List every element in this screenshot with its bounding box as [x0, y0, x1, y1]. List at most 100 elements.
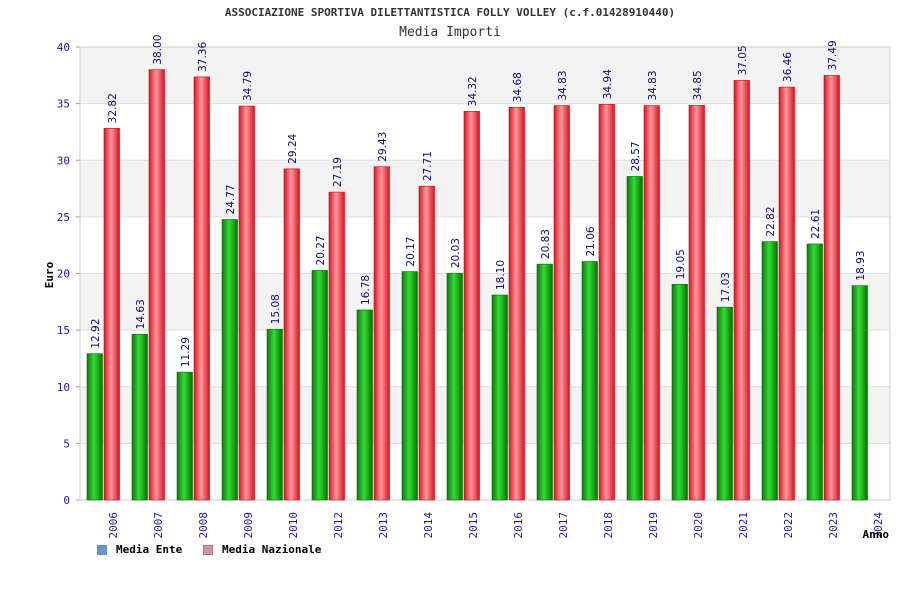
legend-label: Media Nazionale: [222, 543, 322, 556]
grid-band: [80, 160, 890, 217]
data-label: 20.83: [540, 229, 552, 259]
x-tick-label: 2024: [872, 512, 885, 539]
data-label: 36.46: [782, 52, 794, 82]
y-axis-label: Euro: [43, 261, 56, 288]
y-tick-label: 40: [57, 41, 70, 54]
legend-swatch-icon: [97, 544, 107, 555]
bar-media-nazionale: [643, 105, 660, 501]
data-label: 16.78: [360, 275, 372, 305]
bar-media-ente: [311, 270, 328, 501]
bar-media-nazionale: [553, 105, 570, 501]
x-tick-label: 2017: [557, 512, 570, 539]
data-label: 18.93: [855, 251, 867, 281]
bar-media-nazionale: [733, 80, 750, 501]
bar-media-nazionale: [193, 76, 210, 501]
bar-media-ente: [446, 272, 463, 501]
data-label: 14.63: [135, 299, 147, 329]
data-label: 21.06: [585, 226, 597, 256]
data-label: 32.82: [107, 93, 119, 123]
x-tick-label: 2009: [242, 512, 255, 539]
bar-media-nazionale: [688, 105, 705, 501]
bar-media-ente: [401, 271, 418, 501]
grid-band: [80, 103, 890, 161]
bar-media-nazionale: [328, 191, 345, 501]
bar-media-nazionale: [778, 86, 795, 501]
grid-band: [80, 216, 890, 274]
chart-subtitle: Media Importi: [399, 25, 501, 40]
data-label: 27.71: [422, 151, 434, 181]
x-axis-label: Anno: [863, 528, 890, 541]
data-label: 34.94: [602, 69, 614, 99]
data-label: 29.24: [287, 133, 299, 163]
data-label: 37.05: [737, 45, 749, 75]
bar-media-nazionale: [823, 75, 840, 501]
legend-label: Media Ente: [116, 543, 183, 556]
x-tick-label: 2019: [647, 512, 660, 539]
x-tick-label: 2014: [422, 512, 435, 539]
bar-media-nazionale: [103, 128, 120, 501]
data-label: 11.29: [180, 337, 192, 367]
bar-media-nazionale: [598, 104, 615, 501]
bar-media-nazionale: [418, 185, 435, 501]
data-label: 34.32: [467, 76, 479, 106]
data-label: 20.17: [405, 237, 417, 267]
data-label: 27.19: [332, 157, 344, 187]
data-label: 34.83: [557, 70, 569, 100]
data-label: 15.08: [270, 294, 282, 324]
grid-band: [80, 443, 890, 500]
data-label: 22.82: [765, 207, 777, 237]
bar-media-ente: [671, 283, 688, 501]
y-tick-label: 25: [57, 211, 70, 224]
grid-band: [80, 273, 890, 331]
legend-item-media-nazionale: Media Nazionale: [203, 543, 321, 556]
x-tick-label: 2021: [737, 512, 750, 539]
grid-band: [80, 330, 890, 387]
x-tick-label: 2013: [377, 512, 390, 539]
grid-band: [80, 47, 890, 104]
bar-media-nazionale: [508, 106, 525, 501]
bar-media-nazionale: [238, 105, 255, 501]
x-tick-label: 2012: [332, 512, 345, 539]
bar-media-nazionale: [373, 166, 390, 501]
bar-media-ente: [266, 328, 283, 501]
data-label: 20.27: [315, 235, 327, 265]
legend-item-media-ente: Media Ente: [97, 543, 182, 556]
data-label: 34.83: [647, 70, 659, 100]
bar-media-nazionale: [283, 168, 300, 501]
x-tick-label: 2010: [287, 512, 300, 539]
x-tick-label: 2020: [692, 512, 705, 539]
data-label: 17.03: [720, 272, 732, 302]
bar-media-ente: [806, 243, 823, 501]
x-tick-label: 2022: [782, 512, 795, 539]
chart-title: ASSOCIAZIONE SPORTIVA DILETTANTISTICA FO…: [224, 6, 676, 19]
bar-media-nazionale: [148, 69, 165, 501]
bar-media-ente: [131, 334, 148, 501]
data-label: 38.00: [152, 35, 164, 65]
data-label: 22.61: [810, 209, 822, 239]
bar-media-ente: [356, 309, 373, 501]
bar-media-ente: [536, 263, 553, 501]
data-label: 34.85: [692, 70, 704, 100]
y-tick-label: 5: [63, 437, 70, 450]
data-label: 20.03: [450, 238, 462, 268]
x-tick-label: 2018: [602, 512, 615, 539]
data-label: 24.77: [225, 184, 237, 214]
y-tick-label: 35: [57, 98, 70, 111]
x-tick-label: 2015: [467, 512, 480, 539]
y-tick-label: 0: [63, 494, 70, 507]
bar-media-ente: [176, 371, 193, 501]
y-tick-label: 15: [57, 324, 70, 337]
bar-media-ente: [221, 219, 238, 501]
data-label: 18.10: [495, 260, 507, 290]
y-tick-label: 30: [57, 154, 70, 167]
x-tick-label: 2006: [107, 512, 120, 539]
data-label: 34.79: [242, 71, 254, 101]
grid-band: [80, 386, 890, 444]
bar-media-ente: [851, 285, 868, 501]
data-label: 37.36: [197, 42, 209, 72]
bar-media-ente: [716, 306, 733, 501]
data-label: 37.49: [827, 40, 839, 70]
plot-frame: [79, 46, 891, 501]
data-label: 12.92: [90, 319, 102, 349]
